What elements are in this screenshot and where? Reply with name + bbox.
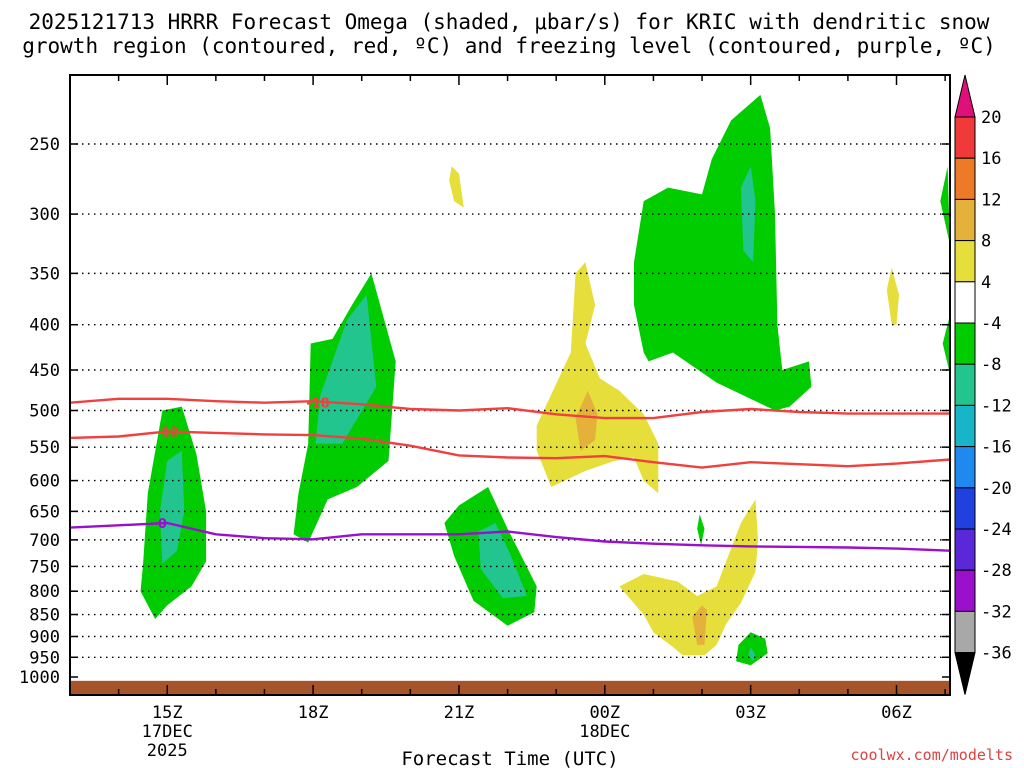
- colorbar-bin: [954, 446, 976, 489]
- omega-region-green-07z-edge-lower: [942, 315, 950, 375]
- omega-region-teal-21z: [478, 523, 527, 599]
- omega-region-green-0130z: [634, 94, 812, 411]
- x-tick-label: 00Z: [589, 703, 620, 723]
- y-tick-label: 450: [29, 361, 60, 381]
- y-tick-label: 800: [29, 582, 60, 602]
- colorbar-label: -4: [981, 314, 1001, 334]
- y-tick-label: 900: [29, 627, 60, 647]
- colorbar-bin: [954, 363, 976, 406]
- colorbar-bin: [954, 569, 976, 612]
- colorbar-label: -16: [981, 438, 1012, 458]
- omega-region-green-07z-edge-upper: [940, 166, 950, 245]
- y-tick-label: 500: [29, 402, 60, 422]
- colorbar-label: 12: [981, 190, 1001, 210]
- omega-region-yellow-2130z: [449, 166, 464, 208]
- colorbar-label: -20: [981, 479, 1012, 499]
- y-tick-label: 400: [29, 316, 60, 336]
- y-tick-label: 850: [29, 606, 60, 626]
- chart-title-line2: growth region (contoured, red, ºC) and f…: [22, 34, 996, 58]
- colorbar-bin: [954, 610, 976, 654]
- watermark-link[interactable]: coolwx.com/modelts: [850, 746, 1013, 764]
- colorbar-bin: [954, 157, 976, 200]
- plot-area: [70, 94, 950, 695]
- colorbar-label: -8: [981, 355, 1001, 375]
- omega-region-orange-0230z: [692, 605, 707, 645]
- x-tick-year: 2025: [147, 741, 188, 761]
- omega-region-teal-03z-low: [748, 647, 756, 662]
- y-tick-label: 350: [29, 264, 60, 284]
- colorbar-bottom-arrow: [954, 652, 976, 695]
- omega-region-teal-15z: [159, 450, 185, 564]
- x-tick-label: 15Z: [152, 703, 183, 723]
- contour-label-0: -18: [306, 397, 330, 412]
- colorbar-label: 8: [981, 232, 991, 252]
- colorbar-label: -28: [981, 561, 1012, 581]
- colorbar-label: -12: [981, 396, 1012, 416]
- y-tick-label: 600: [29, 472, 60, 492]
- omega-region-orange-23z: [575, 390, 598, 451]
- contour-line-0: [70, 397, 950, 420]
- x-tick-date: 18DEC: [579, 722, 630, 742]
- y-tick-label: 550: [29, 438, 60, 458]
- x-tick-label: 18Z: [298, 703, 329, 723]
- y-tick-label: 1000: [19, 668, 60, 688]
- colorbar-bin: [954, 404, 976, 448]
- x-tick-label: 03Z: [735, 703, 766, 723]
- contour-line-1: [70, 430, 950, 469]
- colorbar-label: -36: [981, 644, 1012, 664]
- contour-lines: -18 -12 0: [70, 397, 950, 552]
- colorbar-bin: [954, 198, 976, 242]
- colorbar-label: -24: [981, 520, 1012, 540]
- colorbar-bin: [954, 281, 976, 324]
- x-axis-title: Forecast Time (UTC): [401, 748, 618, 768]
- colorbar-top-arrow: [954, 74, 976, 118]
- colorbar-bin: [954, 487, 976, 530]
- x-tick-label: 21Z: [444, 703, 475, 723]
- omega-region-green-03z-low: [736, 632, 768, 666]
- contour-label-2: 0: [158, 517, 167, 532]
- omega-region-green-0130z-small: [697, 514, 705, 546]
- colorbar-bin: [954, 116, 976, 159]
- y-tick-label: 250: [29, 135, 60, 155]
- colorbar-bin: [954, 528, 976, 571]
- ground-strip: [70, 680, 950, 695]
- gridlines: [70, 143, 950, 658]
- omega-region-yellow-23z: [536, 262, 659, 494]
- omega-region-yellow-0230z: [619, 499, 758, 656]
- colorbar: 20 16 12 8 4 -4 -8 -12 -16 -20 -24 -28 -32 -36: [954, 74, 1012, 695]
- colorbar-label: 16: [981, 149, 1001, 169]
- contour-label-1: -12: [155, 425, 179, 440]
- omega-region-yellow-06z: [886, 267, 899, 325]
- plot-frame: [69, 74, 951, 696]
- colorbar-label: 20: [981, 108, 1001, 128]
- y-tick-label: 650: [29, 502, 60, 522]
- colorbar-bin: [954, 322, 976, 365]
- colorbar-label: -32: [981, 602, 1012, 622]
- y-tick-label: 950: [29, 648, 60, 668]
- omega-region-teal-18z: [315, 294, 377, 444]
- y-tick-label: 700: [29, 531, 60, 551]
- colorbar-bin: [954, 240, 976, 283]
- y-tick-label: 750: [29, 557, 60, 577]
- x-tick-date: 17DEC: [142, 722, 193, 742]
- contour-line-2: [70, 521, 950, 552]
- colorbar-label: 4: [981, 273, 991, 293]
- x-tick-label: 06Z: [881, 703, 912, 723]
- y-tick-label: 300: [29, 205, 60, 225]
- chart-title-line1: 2025121713 HRRR Forecast Omega (shaded, …: [29, 10, 990, 34]
